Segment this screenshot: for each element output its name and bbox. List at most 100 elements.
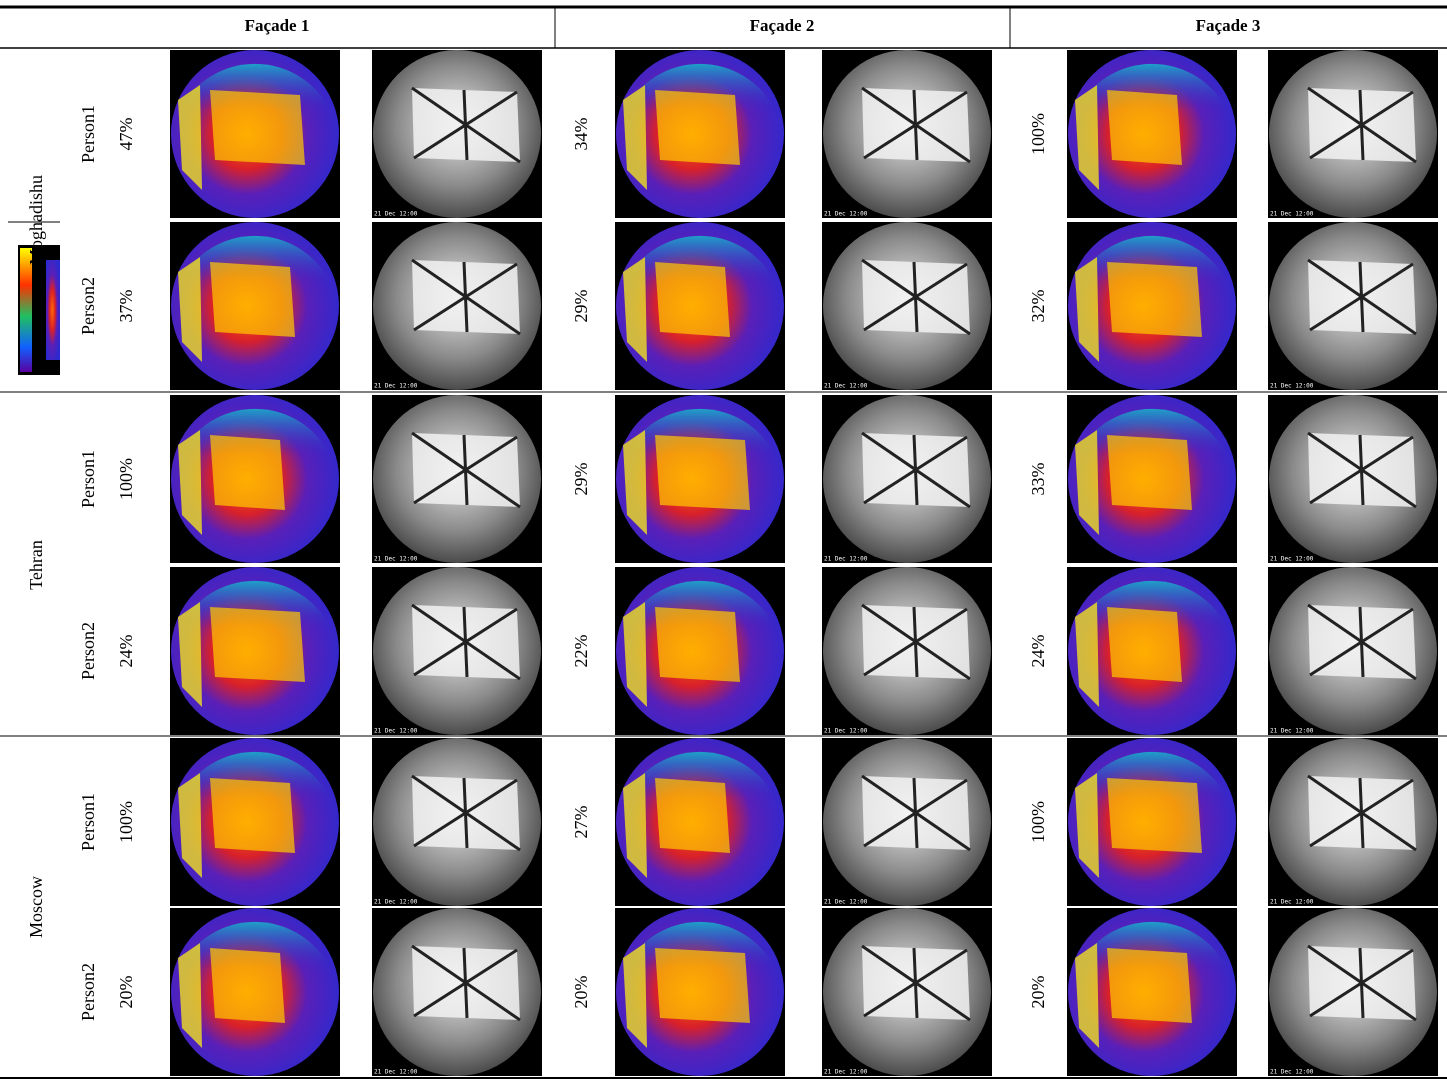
glare-value: 22% [571, 635, 591, 668]
facade-patch [655, 778, 730, 853]
person-label: Person2 [78, 622, 98, 680]
rendered-image: 21 Dec 12:00 [372, 395, 542, 563]
person-label: Person1 [78, 793, 98, 851]
facade-patch [1107, 948, 1192, 1023]
facade-patch [655, 607, 740, 682]
glare-value: 34% [571, 118, 591, 151]
table-figure: Façade 1Façade 2Façade 3MoghadishuPerson… [0, 0, 1447, 1079]
rendered-image: 21 Dec 12:00 [1268, 567, 1438, 735]
rendered-image: 21 Dec 12:00 [822, 567, 992, 735]
false-color-image [170, 395, 340, 563]
rendered-image: 21 Dec 12:00 [822, 395, 992, 563]
rendered-image: 21 Dec 12:00 [822, 50, 992, 218]
glare-value: 100% [1028, 801, 1048, 843]
rendered-image: 21 Dec 12:00 [372, 222, 542, 390]
glare-value: 29% [571, 290, 591, 323]
facade-patch [1107, 778, 1202, 853]
glare-value: 32% [1028, 290, 1048, 323]
person-label: Person2 [78, 277, 98, 335]
image-caption: 21 Dec 12:00 [374, 1069, 418, 1076]
false-color-image [1067, 395, 1237, 563]
facade-patch [655, 948, 750, 1023]
city-label: Moscow [26, 876, 46, 938]
rendered-image: 21 Dec 12:00 [1268, 222, 1438, 390]
rendered-image: 21 Dec 12:00 [822, 738, 992, 906]
false-color-image [1067, 567, 1237, 735]
image-caption: 21 Dec 12:00 [1270, 728, 1314, 735]
person-label: Person2 [78, 963, 98, 1021]
glare-value: 100% [116, 458, 136, 500]
image-caption: 21 Dec 12:00 [374, 899, 418, 906]
image-caption: 21 Dec 12:00 [374, 211, 418, 218]
false-color-image [170, 567, 340, 735]
glare-value: 100% [1028, 113, 1048, 155]
false-color-image [615, 395, 785, 563]
person-label: Person1 [78, 450, 98, 508]
image-caption: 21 Dec 12:00 [1270, 556, 1314, 563]
rendered-image: 21 Dec 12:00 [372, 908, 542, 1076]
facade-patch [210, 435, 285, 510]
glare-value: 24% [116, 635, 136, 668]
facade-patch [210, 90, 305, 165]
false-color-image [170, 222, 340, 390]
false-color-image [615, 738, 785, 906]
rendered-image: 21 Dec 12:00 [1268, 50, 1438, 218]
image-caption: 21 Dec 12:00 [374, 728, 418, 735]
false-color-image [615, 908, 785, 1076]
city-label: Tehran [26, 540, 46, 590]
false-color-image [615, 222, 785, 390]
false-color-image [170, 908, 340, 1076]
facade-patch [655, 262, 730, 337]
false-color-image [1067, 50, 1237, 218]
image-caption: 21 Dec 12:00 [824, 383, 868, 390]
column-header: Façade 1 [245, 16, 310, 35]
column-header: Façade 3 [1196, 16, 1261, 35]
glare-value: 20% [116, 976, 136, 1009]
image-caption: 21 Dec 12:00 [1270, 383, 1314, 390]
image-caption: 21 Dec 12:00 [824, 899, 868, 906]
rendered-image: 21 Dec 12:00 [1268, 395, 1438, 563]
rendered-image: 21 Dec 12:00 [1268, 738, 1438, 906]
false-color-image [1067, 908, 1237, 1076]
glare-value: 33% [1028, 463, 1048, 496]
false-color-image [1067, 222, 1237, 390]
image-caption: 21 Dec 12:00 [1270, 899, 1314, 906]
glare-value: 27% [571, 806, 591, 839]
facade-patch [1107, 607, 1182, 682]
image-caption: 21 Dec 12:00 [1270, 1069, 1314, 1076]
image-caption: 21 Dec 12:00 [824, 1069, 868, 1076]
person-label: Person1 [78, 105, 98, 163]
rendered-image: 21 Dec 12:00 [822, 908, 992, 1076]
rendered-image: 21 Dec 12:00 [822, 222, 992, 390]
facade-patch [1107, 435, 1192, 510]
facade-patch [210, 607, 305, 682]
false-color-image [170, 50, 340, 218]
facade-patch [210, 948, 285, 1023]
facade-patch [210, 262, 295, 337]
glare-value: 29% [571, 463, 591, 496]
facade-patch [210, 778, 295, 853]
facade-patch [655, 435, 750, 510]
city-label: Moghadishu [26, 175, 46, 265]
facade-patch [655, 90, 740, 165]
glare-value: 37% [116, 290, 136, 323]
image-caption: 21 Dec 12:00 [374, 383, 418, 390]
glare-value: 47% [116, 118, 136, 151]
facade-patch [1107, 90, 1182, 165]
false-color-image [615, 50, 785, 218]
image-caption: 21 Dec 12:00 [1270, 211, 1314, 218]
rendered-image: 21 Dec 12:00 [372, 50, 542, 218]
glare-value: 24% [1028, 635, 1048, 668]
image-caption: 21 Dec 12:00 [374, 556, 418, 563]
glare-value: 20% [571, 976, 591, 1009]
false-color-image [615, 567, 785, 735]
rendered-image: 21 Dec 12:00 [1268, 908, 1438, 1076]
facade-patch [1107, 262, 1202, 337]
glare-value: 20% [1028, 976, 1048, 1009]
rendered-image: 21 Dec 12:00 [372, 567, 542, 735]
false-color-image [170, 738, 340, 906]
image-caption: 21 Dec 12:00 [824, 556, 868, 563]
glare-value: 100% [116, 801, 136, 843]
rendered-image: 21 Dec 12:00 [372, 738, 542, 906]
image-caption: 21 Dec 12:00 [824, 211, 868, 218]
